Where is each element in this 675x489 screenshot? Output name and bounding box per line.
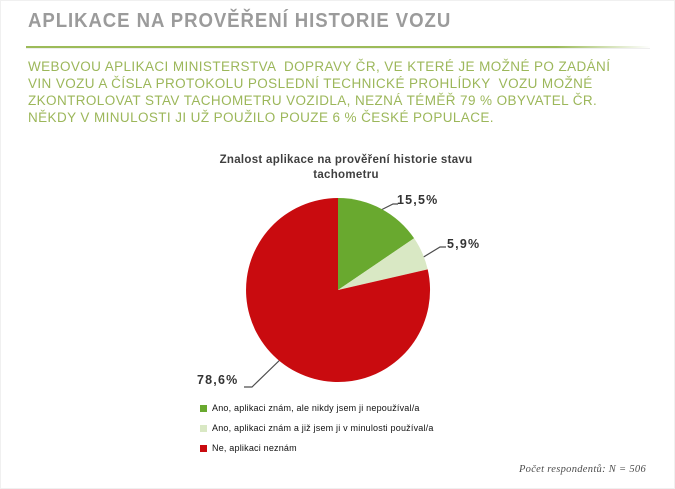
pie-chart — [244, 198, 446, 388]
legend-item-2: Ano, aplikaci znám a již jsem ji v minul… — [200, 418, 434, 438]
legend-swatch-red — [200, 444, 207, 452]
pie-label-ano-neuzival: 15,5% — [397, 193, 439, 207]
legend-swatch-lightgreen — [200, 424, 207, 432]
legend-item-3: Ne, aplikaci neznám — [200, 438, 434, 458]
respondents-note: Počet respondentů: N = 506 — [518, 464, 646, 475]
legend-label-3: Ne, aplikaci neznám — [212, 443, 297, 453]
pie-label-neznam: 78,6% — [197, 373, 239, 387]
chart-title: Znalost aplikace na prověření historie s… — [219, 154, 473, 181]
intro-text: WEBOVOU APLIKACI MINISTERSTVA DOPRAVY ČR… — [28, 58, 610, 126]
pie-slice-1 — [338, 198, 415, 290]
pie-label-ano-uzival: 5,9% — [447, 237, 481, 251]
pie-slice-3 — [246, 198, 431, 382]
label-leader-line-2 — [416, 246, 446, 262]
pie-slice-2 — [338, 238, 428, 290]
slide-title: APLIKACE NA PROVĚŘENÍ HISTORIE VOZU — [28, 10, 452, 32]
legend-label-1: Ano, aplikaci znám, ale nikdy jsem ji ne… — [212, 403, 420, 413]
pie-chart-area: 15,5% 5,9% 78,6% — [181, 191, 511, 403]
legend-item-1: Ano, aplikaci znám, ale nikdy jsem ji ne… — [200, 398, 434, 418]
intro-line-4: NĚKDY V MINULOSTI JI UŽ POUŽILO POUZE 6 … — [28, 110, 494, 125]
title-divider — [26, 46, 650, 48]
label-leader-line-3 — [244, 354, 286, 388]
legend-swatch-green — [200, 404, 207, 412]
intro-line-2: VIN VOZU A ČÍSLA PROTOKOLU POSLEDNÍ TECH… — [28, 76, 593, 91]
intro-line-3: ZKONTROLOVAT STAV TACHOMETRU VOZIDLA, NE… — [28, 93, 598, 108]
legend-label-2: Ano, aplikaci znám a již jsem ji v minul… — [212, 423, 434, 433]
intro-line-1: WEBOVOU APLIKACI MINISTERSTVA DOPRAVY ČR… — [28, 59, 611, 74]
chart-legend: Ano, aplikaci znám, ale nikdy jsem ji ne… — [200, 398, 434, 458]
